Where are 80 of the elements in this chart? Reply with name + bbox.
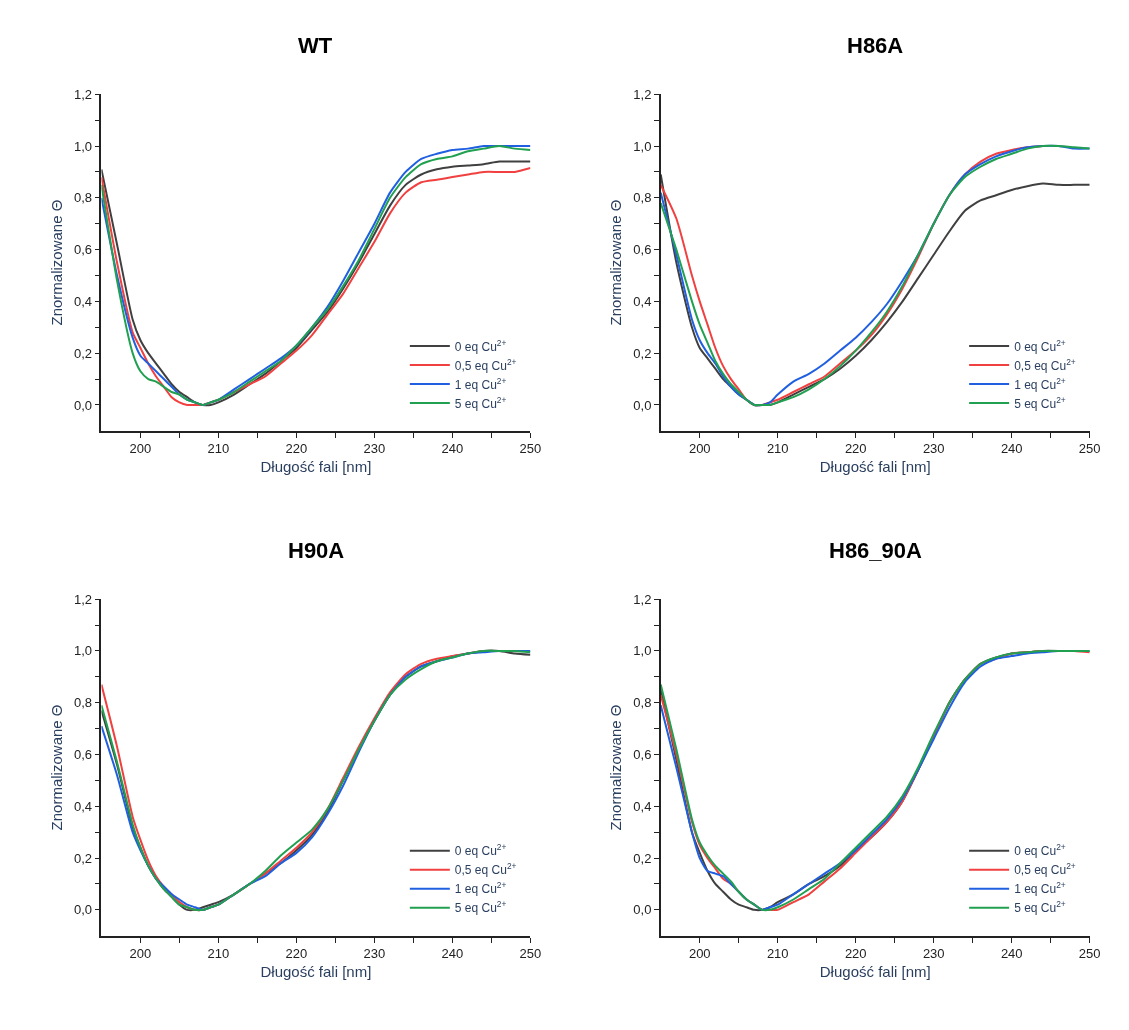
x-axis-title: Długość fali [nm] [260, 457, 372, 475]
y-tick-label: 1,2 [74, 591, 93, 607]
x-tick-label: 200 [129, 946, 152, 962]
legend-label: 5 eq Cu$^{2+}$ [454, 899, 507, 916]
legend-label: 0 eq Cu$^{2+}$ [454, 337, 507, 354]
legend-label: 0,5 eq Cu$^{2+}$ [454, 861, 517, 878]
y-tick-label: 0,2 [74, 850, 93, 866]
y-tick-label: 1,2 [633, 86, 652, 102]
y-tick-label: 1,0 [74, 643, 93, 659]
legend-label: 5 eq Cu$^{2+}$ [1014, 899, 1066, 916]
y-tick-label: 0,0 [74, 902, 93, 918]
x-tick-label: 230 [922, 441, 945, 457]
x-tick-label: 230 [363, 441, 386, 457]
x-axis-title: Długość fali [nm] [260, 962, 372, 980]
y-axis-title: Znormalizowane Θ [47, 704, 65, 831]
y-tick-label: 1,2 [633, 591, 652, 607]
x-tick-label: 240 [441, 441, 464, 457]
x-tick-label: 240 [441, 946, 464, 962]
x-tick-label: 210 [207, 441, 230, 457]
y-tick-label: 0,4 [74, 798, 93, 814]
y-tick-label: 1,0 [633, 138, 652, 154]
x-tick-label: 210 [207, 946, 230, 962]
legend-label: 0,5 eq Cu$^{2+}$ [454, 356, 517, 373]
y-axis-title: Znormalizowane Θ [607, 199, 625, 326]
x-tick-label: 250 [519, 946, 542, 962]
legend-label: 0 eq Cu$^{2+}$ [1014, 337, 1066, 354]
x-axis-title: Długość fali [nm] [819, 457, 931, 475]
x-tick-label: 240 [1000, 441, 1023, 457]
y-tick-label: 0,0 [633, 397, 652, 413]
y-tick-label: 0,8 [74, 695, 93, 711]
y-tick-label: 0,4 [633, 798, 652, 814]
x-tick-label: 220 [285, 946, 308, 962]
y-tick-label: 0,0 [633, 902, 652, 918]
legend-label: 0 eq Cu$^{2+}$ [1014, 842, 1066, 859]
y-axis-title: Znormalizowane Θ [607, 704, 625, 831]
chart-title: WT [298, 33, 333, 58]
y-tick-label: 0,6 [633, 747, 652, 763]
y-tick-label: 0,6 [74, 747, 93, 763]
x-tick-label: 240 [1000, 946, 1023, 962]
y-tick-label: 1,2 [74, 86, 93, 102]
legend-label: 0,5 eq Cu$^{2+}$ [1014, 356, 1076, 373]
y-tick-label: 0,8 [633, 190, 652, 206]
x-tick-label: 200 [688, 441, 711, 457]
y-tick-label: 0,2 [633, 850, 652, 866]
x-tick-label: 220 [285, 441, 308, 457]
x-tick-label: 230 [363, 946, 386, 962]
x-tick-label: 210 [766, 441, 789, 457]
y-tick-label: 0,8 [633, 695, 652, 711]
chart-title: H86_90A [829, 538, 923, 563]
y-tick-label: 0,4 [74, 293, 93, 309]
y-tick-label: 1,0 [74, 138, 93, 154]
chart-title: H86A [847, 33, 904, 58]
chart-title: H90A [288, 538, 345, 563]
x-tick-label: 250 [1078, 946, 1101, 962]
y-tick-label: 0,4 [633, 293, 652, 309]
legend-label: 5 eq Cu$^{2+}$ [1014, 394, 1066, 411]
x-tick-label: 220 [844, 946, 867, 962]
legend-label: 0 eq Cu$^{2+}$ [454, 842, 507, 859]
y-tick-label: 0,6 [74, 242, 93, 258]
y-tick-label: 0,8 [74, 190, 93, 206]
legend-label: 0,5 eq Cu$^{2+}$ [1014, 861, 1076, 878]
legend-label: 1 eq Cu$^{2+}$ [1014, 880, 1066, 897]
x-tick-label: 200 [129, 441, 152, 457]
x-tick-label: 210 [766, 946, 789, 962]
x-tick-label: 230 [922, 946, 945, 962]
x-tick-label: 250 [519, 441, 542, 457]
y-tick-label: 0,2 [633, 345, 652, 361]
x-tick-label: 220 [844, 441, 867, 457]
y-axis-title: Znormalizowane Θ [47, 199, 65, 326]
legend-label: 1 eq Cu$^{2+}$ [454, 880, 507, 897]
x-tick-label: 200 [688, 946, 711, 962]
legend-label: 1 eq Cu$^{2+}$ [454, 375, 507, 392]
y-tick-label: 0,2 [74, 345, 93, 361]
x-axis-title: Długość fali [nm] [819, 962, 931, 980]
y-tick-label: 0,0 [74, 397, 93, 413]
y-tick-label: 0,6 [633, 242, 652, 258]
legend-label: 1 eq Cu$^{2+}$ [1014, 375, 1066, 392]
y-tick-label: 1,0 [633, 643, 652, 659]
x-tick-label: 250 [1078, 441, 1101, 457]
legend-label: 5 eq Cu$^{2+}$ [454, 394, 507, 411]
